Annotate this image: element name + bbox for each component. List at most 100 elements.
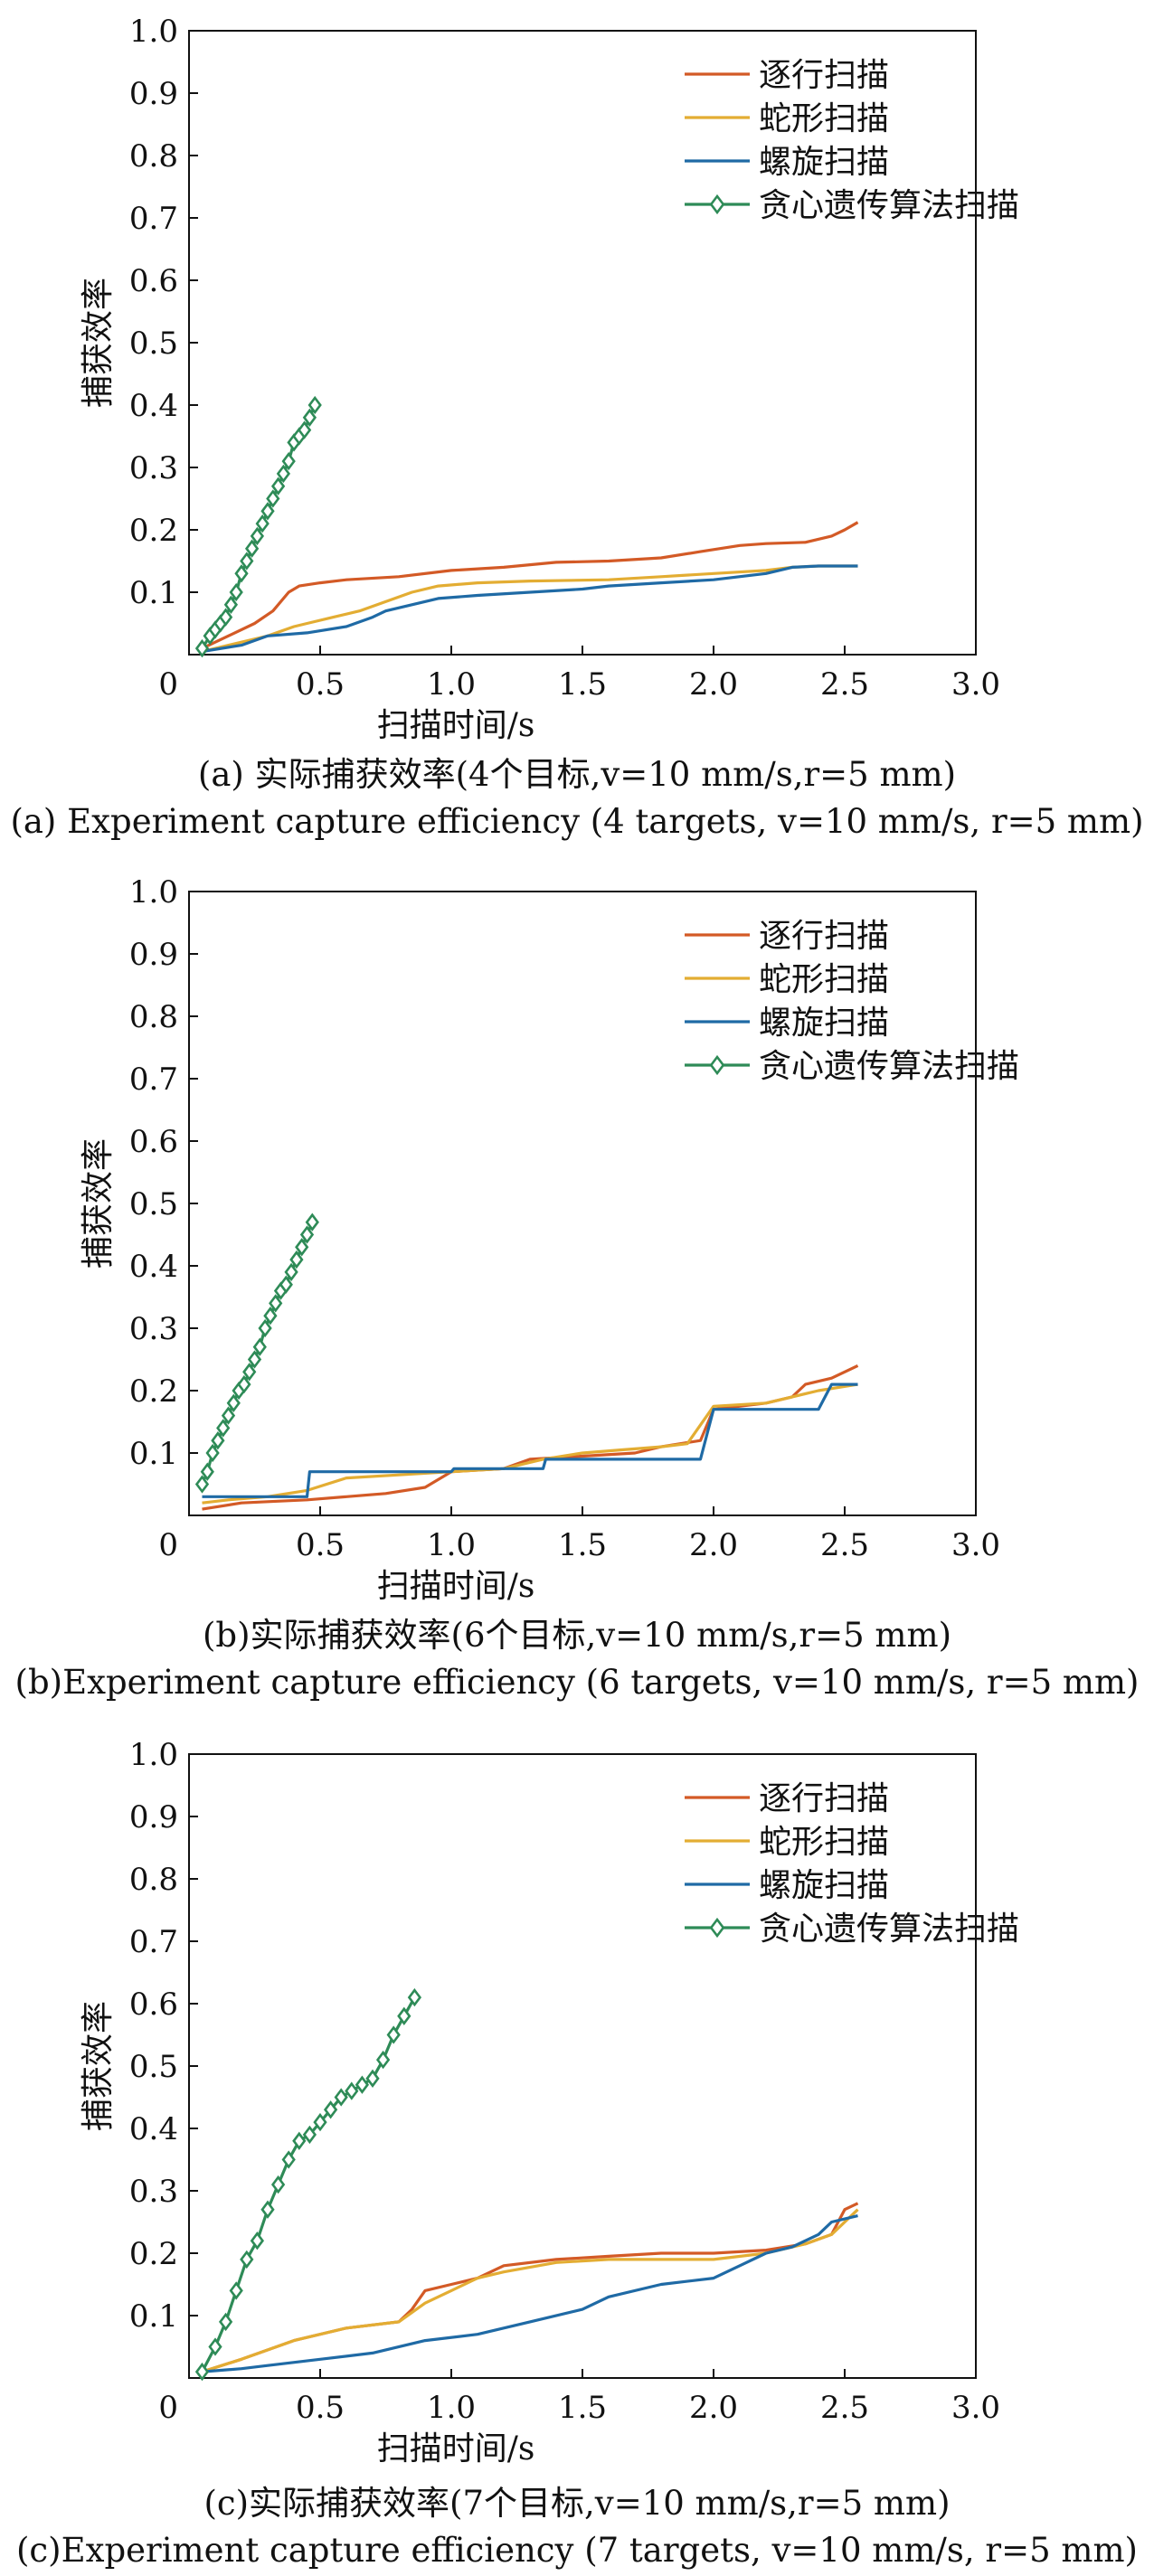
legend-marker [709, 1054, 725, 1076]
x-axis-label: 扫描时间/s [377, 2430, 535, 2467]
x-tick-label: 1.5 [558, 1527, 607, 1563]
x-tick-label: 1.5 [558, 666, 607, 703]
x-tick-label: 3.0 [951, 1527, 1000, 1563]
data-point [313, 2112, 327, 2132]
x-tick-label: 0 [158, 1527, 178, 1563]
y-tick-label: 0.7 [129, 1062, 178, 1098]
chart-0: 0.1 0.2 0.3 0.4 0.5 0.6 0.7 0.8 0.9 1.0 0 0.5 1.0 1.5… [80, 14, 1019, 744]
data-point [218, 2312, 233, 2332]
data-point [237, 1374, 251, 1394]
y-tick-label: 0.9 [129, 76, 178, 112]
y-tick-label: 0.3 [129, 1311, 178, 1347]
x-tick-label: 2.5 [820, 1527, 869, 1563]
data-point [279, 1275, 293, 1294]
legend-label: 蛇形扫描 [759, 961, 889, 998]
caption-c-en: (c)Experiment capture efficiency (7 targ… [15, 2531, 1138, 2570]
y-tick-label: 0.6 [129, 1986, 178, 2023]
x-axis-label: 扫描时间/s [377, 707, 535, 744]
legend-label: 螺旋扫描 [759, 1867, 889, 1904]
legend-label: 贪心遗传算法扫描 [759, 1048, 1019, 1085]
data-point [284, 1262, 298, 1282]
legend-label: 螺旋扫描 [759, 144, 889, 181]
y-tick-label: 0.8 [129, 138, 178, 175]
y-tick-label: 0.4 [129, 2111, 178, 2147]
legend-label: 蛇形扫描 [759, 100, 889, 137]
data-point [247, 1350, 262, 1369]
y-tick-label: 0.5 [129, 326, 178, 362]
legend-label: 贪心遗传算法扫描 [759, 1911, 1019, 1948]
x-axis-label: 扫描时间/s [377, 1568, 535, 1605]
y-tick-label: 0.3 [129, 450, 178, 486]
series-line [201, 1222, 314, 1486]
data-point [260, 502, 275, 521]
x-tick-label: 2.0 [689, 666, 738, 703]
data-point [250, 2232, 265, 2250]
y-tick-label: 0.2 [129, 1373, 178, 1410]
data-point [292, 2131, 307, 2150]
data-point [302, 408, 317, 427]
legend-label: 螺旋扫描 [759, 1005, 889, 1042]
data-point [269, 1294, 283, 1313]
series-line [202, 1363, 859, 1511]
data-point [334, 2088, 348, 2107]
data-point [345, 2081, 359, 2100]
legend-label: 逐行扫描 [759, 1780, 889, 1817]
series-line [202, 2202, 859, 2373]
data-point [365, 2069, 380, 2088]
caption-c-cn: (c)实际捕获效率(7个目标,v=10 mm/s,r=5 mm) [203, 2484, 951, 2523]
caption-b-en: (b)Experiment capture efficiency (6 targ… [14, 1663, 1140, 1702]
x-tick-label: 0.5 [296, 2390, 345, 2426]
series-line [202, 1382, 858, 1498]
y-tick-label: 0.7 [129, 201, 178, 237]
chart-1: 0.1 0.2 0.3 0.4 0.5 0.6 0.7 0.8 0.9 1.0 0 0.5 1.0 1.5… [80, 874, 1019, 1605]
y-tick-label: 0.7 [129, 1924, 178, 1960]
series-line [202, 2214, 858, 2373]
data-point [229, 2281, 243, 2300]
data-point [255, 514, 270, 533]
legend-label: 蛇形扫描 [759, 1824, 889, 1861]
x-tick-label: 0 [158, 2390, 178, 2426]
data-point [223, 595, 239, 614]
caption-a-en: (a) Experiment capture efficiency (4 tar… [10, 802, 1144, 841]
data-point [216, 1419, 231, 1438]
y-tick-label: 0.4 [129, 1249, 178, 1285]
y-tick-label: 0.1 [129, 2298, 178, 2335]
data-point [386, 2025, 401, 2044]
data-point [200, 1462, 214, 1481]
legend-label: 贪心遗传算法扫描 [759, 187, 1019, 224]
y-axis-label: 捕获效率 [80, 278, 117, 408]
x-tick-label: 1.0 [427, 666, 476, 703]
x-tick-label: 0.5 [296, 666, 345, 703]
y-tick-label: 0.2 [129, 2236, 178, 2272]
x-tick-label: 3.0 [951, 666, 1000, 703]
y-tick-label: 0.4 [129, 388, 178, 424]
data-point [208, 2337, 222, 2356]
x-tick-label: 2.0 [689, 2390, 738, 2426]
data-point [250, 526, 265, 546]
y-tick-label: 0.5 [129, 2049, 178, 2085]
data-point [281, 451, 296, 471]
data-point [242, 1363, 257, 1382]
data-point [270, 2175, 286, 2194]
data-point [297, 420, 312, 439]
y-tick-label: 1.0 [129, 1737, 178, 1773]
caption-b-cn: (b)实际捕获效率(6个目标,v=10 mm/s,r=5 mm) [202, 1616, 952, 1655]
data-point [240, 552, 254, 571]
x-tick-label: 0 [158, 666, 178, 703]
x-tick-label: 2.0 [689, 1527, 738, 1563]
y-tick-label: 0.6 [129, 1124, 178, 1160]
series-line [202, 564, 858, 654]
data-point [194, 638, 210, 658]
x-tick-label: 2.5 [820, 2390, 869, 2426]
y-axis-label: 捕获效率 [80, 1138, 117, 1269]
data-point [307, 395, 322, 415]
data-point [252, 1337, 267, 1356]
data-point [295, 1238, 309, 1257]
data-point [194, 2362, 210, 2382]
x-tick-label: 0.5 [296, 1527, 345, 1563]
data-point [194, 1475, 210, 1494]
data-point [229, 582, 243, 602]
x-tick-label: 1.5 [558, 2390, 607, 2426]
y-tick-label: 1.0 [129, 14, 178, 50]
